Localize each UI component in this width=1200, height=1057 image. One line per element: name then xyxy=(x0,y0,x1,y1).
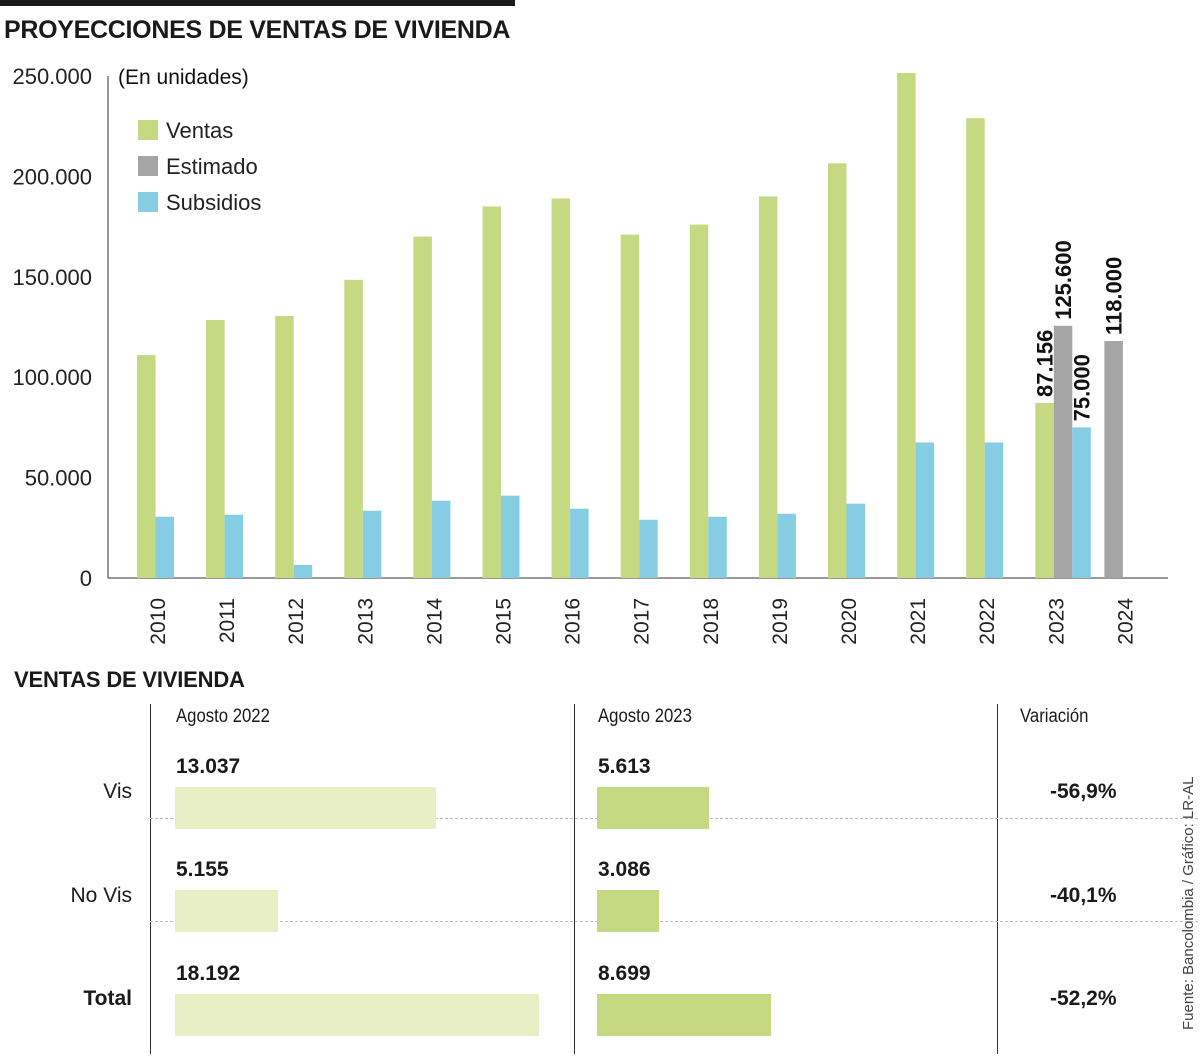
column-header-2022: Agosto 2022 xyxy=(176,706,270,727)
bar-subsidios-2020 xyxy=(846,503,865,578)
bar-subsidios-2014 xyxy=(431,500,451,578)
bar-ventas-2012 xyxy=(275,315,294,578)
data-label: 75.000 xyxy=(1070,354,1095,421)
x-tick-label: 2016 xyxy=(562,598,585,645)
legend-swatch xyxy=(138,120,158,140)
bar-ventas-2019 xyxy=(758,196,778,579)
legend-label: Subsidios xyxy=(166,190,261,215)
x-tick-label: 2011 xyxy=(216,598,239,643)
bar-subsidios-2016 xyxy=(570,508,589,578)
x-tick-label: 2012 xyxy=(285,598,308,645)
bar-total-2022 xyxy=(175,994,539,1036)
bar-subsidios-2010 xyxy=(155,516,174,578)
bar-ventas-2010 xyxy=(137,355,156,578)
legend-swatch xyxy=(138,156,158,176)
y-tick-label: 250.000 xyxy=(12,64,92,89)
x-tick-label: 2015 xyxy=(493,598,516,645)
data-label: 125.600 xyxy=(1051,240,1076,320)
data-label: 87.156 xyxy=(1033,330,1058,397)
column-header-variation: Variación xyxy=(1020,706,1089,727)
row-label-no-vis: No Vis xyxy=(70,884,132,907)
variation-total: -52,2% xyxy=(1050,987,1117,1010)
x-tick-label: 2022 xyxy=(976,598,999,645)
table-divider xyxy=(997,704,998,1054)
x-tick-label: 2019 xyxy=(769,598,792,645)
data-label: 118.000 xyxy=(1102,257,1127,335)
bar-ventas-2018 xyxy=(689,224,709,579)
bar-subsidios-2021 xyxy=(915,442,935,578)
x-tick-label: 2024 xyxy=(1114,598,1137,645)
bar-ventas-2011 xyxy=(206,319,225,578)
x-tick-label: 2013 xyxy=(354,598,377,645)
x-tick-label: 2021 xyxy=(907,598,930,645)
table-title: VENTAS DE VIVIENDA xyxy=(14,667,245,692)
bar-ventas-2020 xyxy=(828,163,847,578)
value-no-vis-2023: 3.086 xyxy=(598,858,651,881)
bar-ventas-2015 xyxy=(482,206,501,578)
y-tick-label: 100.000 xyxy=(12,365,92,390)
bar-subsidios-2011 xyxy=(224,514,244,578)
x-tick-label: 2023 xyxy=(1045,598,1068,645)
bar-vis-2023 xyxy=(597,787,710,829)
table-divider xyxy=(150,704,151,1054)
value-total-2022: 18.192 xyxy=(176,962,241,985)
bar-chart: 0 50.000 100.000 150.000 200.000 250.000 (En u… xyxy=(12,64,1168,645)
value-vis-2023: 5.613 xyxy=(598,755,651,778)
bar-no-vis-2023 xyxy=(597,890,659,932)
variation-vis: -56,9% xyxy=(1050,780,1117,803)
bar-vis-2022 xyxy=(175,787,436,829)
legend-label: Ventas xyxy=(166,118,233,143)
y-tick-label: 50.000 xyxy=(25,466,92,491)
x-tick-label: 2014 xyxy=(423,598,446,645)
bar-subsidios-2023 xyxy=(1072,427,1091,578)
bar-subsidios-2015 xyxy=(501,495,520,578)
bar-subsidios-2018 xyxy=(708,516,727,578)
x-tick-label: 2018 xyxy=(700,598,723,645)
source-note: Fuente: Bancolombia / Gráfico: LR-AL xyxy=(1180,776,1197,1030)
x-tick-label: 2020 xyxy=(838,598,861,645)
value-no-vis-2022: 5.155 xyxy=(176,858,229,881)
bar-ventas-2017 xyxy=(620,234,640,578)
chart-subtitle: (En unidades) xyxy=(118,66,249,89)
y-tick-label: 150.000 xyxy=(12,265,92,290)
bar-no-vis-2022 xyxy=(175,890,279,932)
row-separator xyxy=(150,921,1198,922)
bar-subsidios-2022 xyxy=(984,442,1004,578)
bar-ventas-2016 xyxy=(551,198,571,578)
bar-subsidios-2012 xyxy=(293,564,313,578)
row-label-vis: Vis xyxy=(103,780,132,803)
bar-subsidios-2017 xyxy=(639,519,658,578)
value-vis-2022: 13.037 xyxy=(176,755,241,778)
bar-ventas-2021 xyxy=(897,72,916,578)
bar-ventas-2023 xyxy=(1035,402,1054,578)
variation-no-vis: -40,1% xyxy=(1050,884,1117,907)
column-header-2023: Agosto 2023 xyxy=(598,706,692,727)
x-tick-label: 2010 xyxy=(147,598,170,645)
row-label-total: Total xyxy=(83,987,132,1010)
y-tick-label: 200.000 xyxy=(12,164,92,189)
legend-swatch xyxy=(138,192,158,212)
legend-label: Estimado xyxy=(166,154,258,179)
bar-ventas-2013 xyxy=(344,279,363,578)
bar-subsidios-2013 xyxy=(362,510,382,578)
bar-ventas-2014 xyxy=(413,236,432,578)
bar-total-2023 xyxy=(597,994,772,1036)
table-divider xyxy=(574,704,575,1054)
bar-estimado-2024 xyxy=(1104,341,1123,578)
bar-estimado-2023 xyxy=(1053,325,1073,578)
chart-title: PROYECCIONES DE VENTAS DE VIVIENDA xyxy=(4,16,511,44)
title-rule xyxy=(0,0,515,6)
value-total-2023: 8.699 xyxy=(598,962,651,985)
y-tick-label: 0 xyxy=(80,566,92,591)
bar-subsidios-2019 xyxy=(777,513,796,578)
x-tick-label: 2017 xyxy=(631,598,654,645)
bar-ventas-2022 xyxy=(966,118,985,578)
